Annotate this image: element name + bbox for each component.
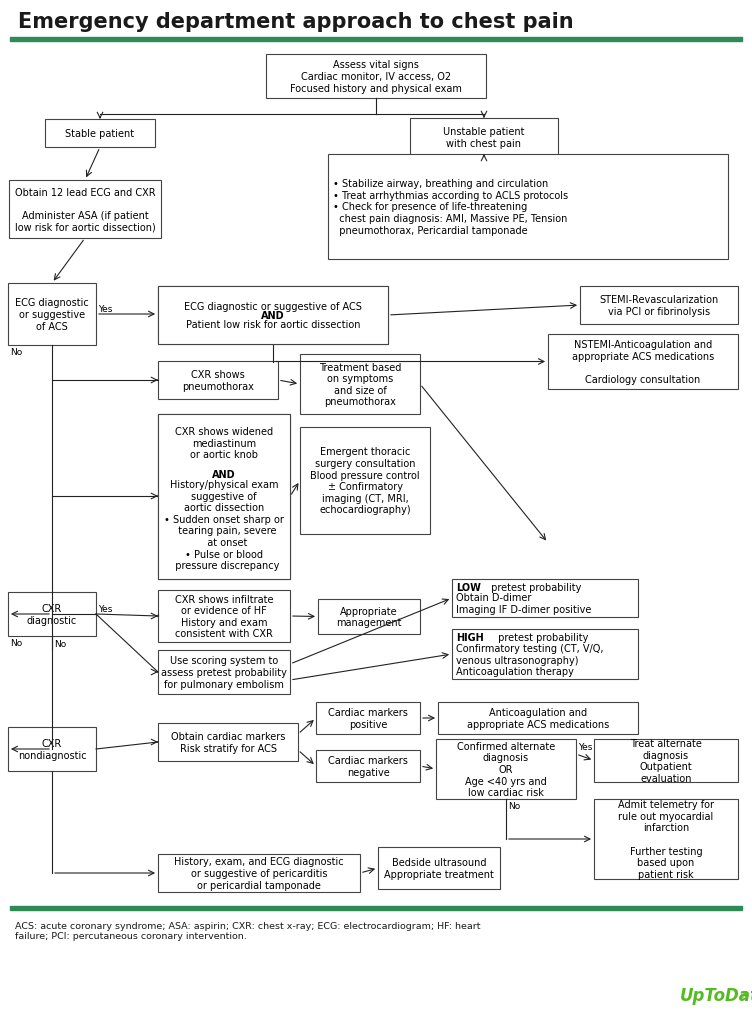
FancyBboxPatch shape <box>266 55 486 99</box>
Text: Yes: Yes <box>98 604 112 613</box>
Text: Use scoring system to
assess pretest probability
for pulmonary embolism: Use scoring system to assess pretest pro… <box>161 656 287 689</box>
Text: Obtain 12 lead ECG and CXR

Administer ASA (if patient
low risk for aortic disse: Obtain 12 lead ECG and CXR Administer AS… <box>14 187 156 232</box>
Text: Emergency department approach to chest pain: Emergency department approach to chest p… <box>18 12 574 32</box>
Text: History, exam, and ECG diagnostic
or suggestive of pericarditis
or pericardial t: History, exam, and ECG diagnostic or sug… <box>174 857 344 890</box>
Text: ACS: acute coronary syndrome; ASA: aspirin; CXR: chest x-ray; ECG: electrocardio: ACS: acute coronary syndrome; ASA: aspir… <box>15 921 481 941</box>
Bar <box>10 38 742 42</box>
Text: Assess vital signs
Cardiac monitor, IV access, O2
Focused history and physical e: Assess vital signs Cardiac monitor, IV a… <box>290 60 462 94</box>
Text: CXR
diagnostic: CXR diagnostic <box>27 603 77 626</box>
Text: Obtain cardiac markers
Risk stratify for ACS: Obtain cardiac markers Risk stratify for… <box>171 732 285 753</box>
FancyBboxPatch shape <box>548 334 738 389</box>
Text: ECG diagnostic
or suggestive
of ACS: ECG diagnostic or suggestive of ACS <box>15 299 89 331</box>
Text: Confirmatory testing (CT, V/Q,
venous ultrasonography)
Anticoagulation therapy: Confirmatory testing (CT, V/Q, venous ul… <box>456 643 604 677</box>
FancyBboxPatch shape <box>158 286 388 344</box>
FancyBboxPatch shape <box>8 592 96 637</box>
Text: History/physical exam
suggestive of
aortic dissection
• Sudden onset sharp or
  : History/physical exam suggestive of aort… <box>164 480 284 571</box>
Text: Treat alternate
diagnosis
Outpatient
evaluation: Treat alternate diagnosis Outpatient eva… <box>630 739 702 784</box>
Text: Stable patient: Stable patient <box>65 128 135 139</box>
Text: AND: AND <box>261 311 285 321</box>
Text: No: No <box>54 639 66 648</box>
FancyBboxPatch shape <box>158 415 290 580</box>
FancyBboxPatch shape <box>158 415 290 580</box>
FancyBboxPatch shape <box>328 155 728 260</box>
FancyBboxPatch shape <box>378 847 500 890</box>
Text: Appropriate
management: Appropriate management <box>336 606 402 628</box>
Text: Emergent thoracic
surgery consultation
Blood pressure control
± Confirmatory
ima: Emergent thoracic surgery consultation B… <box>310 447 420 515</box>
Text: Anticoagulation and
appropriate ACS medications: Anticoagulation and appropriate ACS medi… <box>467 707 609 729</box>
Text: Cardiac markers
positive: Cardiac markers positive <box>328 707 408 729</box>
FancyBboxPatch shape <box>318 599 420 635</box>
FancyBboxPatch shape <box>8 728 96 771</box>
Text: Yes: Yes <box>578 742 593 751</box>
FancyBboxPatch shape <box>45 120 155 148</box>
Text: Treatment based
on symptoms
and size of
pneumothorax: Treatment based on symptoms and size of … <box>319 362 401 407</box>
FancyBboxPatch shape <box>594 739 738 783</box>
Text: ECG diagnostic or suggestive of ACS
AND
Patient low risk for aortic dissection: ECG diagnostic or suggestive of ACS AND … <box>184 300 362 332</box>
Text: NSTEMI-Anticoagulation and
appropriate ACS medications

Cardiology consultation: NSTEMI-Anticoagulation and appropriate A… <box>572 339 714 384</box>
Text: CXR shows infiltrate
or evidence of HF
History and exam
consistent with CXR: CXR shows infiltrate or evidence of HF H… <box>174 594 273 639</box>
FancyBboxPatch shape <box>438 702 638 735</box>
Text: • Stabilize airway, breathing and circulation
• Treat arrhythmias according to A: • Stabilize airway, breathing and circul… <box>333 179 568 235</box>
Text: pretest probability: pretest probability <box>488 583 581 592</box>
Text: HIGH: HIGH <box>456 633 484 642</box>
Text: CXR shows
pneumothorax: CXR shows pneumothorax <box>182 370 254 391</box>
Text: AND: AND <box>212 470 236 480</box>
FancyBboxPatch shape <box>9 180 161 238</box>
FancyBboxPatch shape <box>158 590 290 642</box>
Text: Yes: Yes <box>98 305 112 314</box>
Text: CXR shows widened
mediastinum
or aortic knob
AND
History/physical exam
suggestiv: CXR shows widened mediastinum or aortic … <box>164 428 284 566</box>
Text: No: No <box>10 638 23 647</box>
FancyBboxPatch shape <box>436 739 576 799</box>
Text: LOW: LOW <box>456 583 481 592</box>
FancyBboxPatch shape <box>158 723 298 761</box>
Text: CXR
nondiagnostic: CXR nondiagnostic <box>18 739 86 760</box>
Text: No: No <box>10 347 23 357</box>
FancyBboxPatch shape <box>410 119 558 157</box>
Text: ECG diagnostic or suggestive of ACS
AND
Patient low risk for aortic dissection: ECG diagnostic or suggestive of ACS AND … <box>184 300 362 332</box>
Text: No: No <box>508 801 520 810</box>
Text: UpToDate: UpToDate <box>680 986 752 1004</box>
Text: Confirmed alternate
diagnosis
OR
Age <40 yrs and
low cardiac risk: Confirmed alternate diagnosis OR Age <40… <box>457 741 555 798</box>
Text: Obtain D-dimer
Imaging IF D-dimer positive: Obtain D-dimer Imaging IF D-dimer positi… <box>456 592 591 614</box>
FancyBboxPatch shape <box>158 362 278 399</box>
Text: Admit telemetry for
rule out myocardial
infarction

Further testing
based upon
p: Admit telemetry for rule out myocardial … <box>618 800 714 879</box>
Text: Bedside ultrasound
Appropriate treatment: Bedside ultrasound Appropriate treatment <box>384 857 494 879</box>
Text: STEMI-Revascularization
via PCI or fibrinolysis: STEMI-Revascularization via PCI or fibri… <box>599 294 719 317</box>
Text: Patient low risk for aortic dissection: Patient low risk for aortic dissection <box>186 320 360 330</box>
Text: CXR shows widened
mediastinum
or aortic knob: CXR shows widened mediastinum or aortic … <box>175 427 273 460</box>
Text: Cardiac markers
negative: Cardiac markers negative <box>328 755 408 777</box>
FancyBboxPatch shape <box>316 702 420 735</box>
FancyBboxPatch shape <box>300 428 430 535</box>
Text: pretest probability: pretest probability <box>495 633 588 642</box>
FancyBboxPatch shape <box>158 650 290 694</box>
Text: Unstable patient
with chest pain: Unstable patient with chest pain <box>443 127 525 149</box>
FancyBboxPatch shape <box>300 355 420 415</box>
FancyBboxPatch shape <box>316 750 420 783</box>
Text: ECG diagnostic or suggestive of ACS: ECG diagnostic or suggestive of ACS <box>184 302 362 312</box>
FancyBboxPatch shape <box>158 854 360 892</box>
Bar <box>10 906 742 910</box>
Text: ®: ® <box>740 990 750 1000</box>
FancyBboxPatch shape <box>594 799 738 879</box>
FancyBboxPatch shape <box>452 580 638 618</box>
FancyBboxPatch shape <box>158 286 388 344</box>
FancyBboxPatch shape <box>580 286 738 325</box>
FancyBboxPatch shape <box>8 283 96 345</box>
FancyBboxPatch shape <box>452 630 638 680</box>
